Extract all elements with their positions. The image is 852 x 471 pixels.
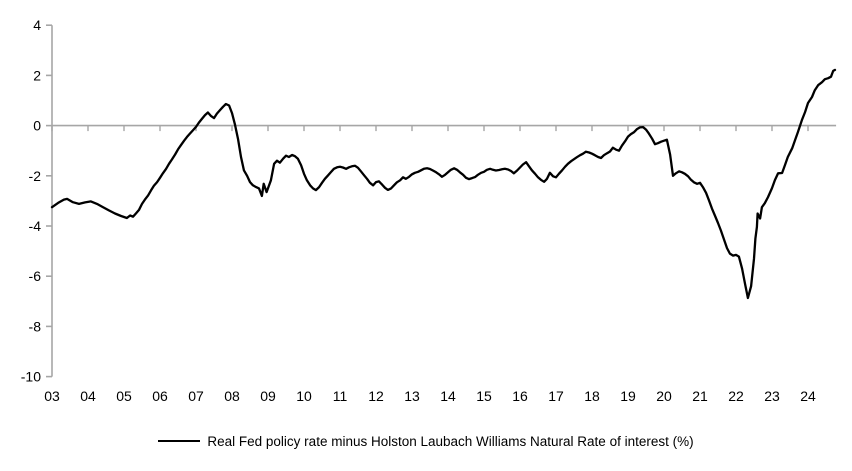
x-axis-tick-label: 08: [224, 388, 240, 404]
x-axis-tick-label: 15: [476, 388, 492, 404]
y-axis-tick-label: 4: [33, 17, 41, 33]
x-axis-tick-label: 16: [512, 388, 528, 404]
legend-line-swatch: [158, 440, 201, 442]
legend-label: Real Fed policy rate minus Holston Lauba…: [207, 433, 694, 449]
x-axis-tick-label: 17: [548, 388, 564, 404]
x-axis-tick-label: 10: [296, 388, 312, 404]
y-axis-tick-label: -2: [29, 168, 42, 184]
y-axis-tick-label: -10: [21, 369, 41, 385]
y-axis-tick-label: -8: [29, 318, 42, 334]
x-axis-tick-label: 12: [368, 388, 384, 404]
x-axis-tick-label: 14: [440, 388, 456, 404]
x-axis-tick-label: 21: [692, 388, 708, 404]
x-axis-tick-label: 04: [80, 388, 96, 404]
x-axis-tick-label: 09: [260, 388, 276, 404]
x-axis-tick-label: 24: [800, 388, 816, 404]
x-axis-tick-label: 06: [152, 388, 168, 404]
x-axis-tick-label: 22: [728, 388, 744, 404]
y-axis-tick-label: -6: [29, 268, 42, 284]
x-axis-tick-label: 13: [404, 388, 420, 404]
x-axis-tick-label: 03: [44, 388, 60, 404]
chart-legend: Real Fed policy rate minus Holston Lauba…: [0, 430, 852, 452]
x-axis-tick-label: 18: [584, 388, 600, 404]
x-axis-tick-label: 20: [656, 388, 672, 404]
y-axis-tick-label: 2: [33, 67, 41, 83]
x-axis-tick-label: 19: [620, 388, 636, 404]
x-axis-tick-label: 07: [188, 388, 204, 404]
x-axis-tick-label: 11: [333, 388, 348, 404]
y-axis-tick-label: -4: [29, 218, 42, 234]
x-axis-tick-label: 23: [764, 388, 780, 404]
data-series-line: [50, 68, 837, 300]
y-axis-tick-label: 0: [33, 118, 41, 134]
x-axis-tick-label: 05: [116, 388, 132, 404]
